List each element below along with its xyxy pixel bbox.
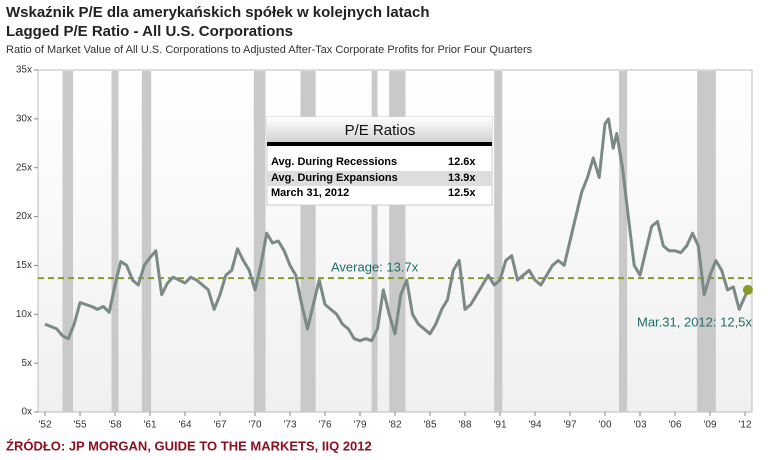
y-tick-label: 25x [16,162,32,173]
table-cell: 13.9x [448,172,476,184]
table-title: P/E Ratios [345,122,416,139]
subtitle: Lagged P/E Ratio - All U.S. Corporations [6,23,293,40]
x-tick-label: '70 [248,420,261,431]
table-cell: 12.5x [448,187,476,199]
recession-band [253,71,266,412]
x-tick-label: '67 [213,420,226,431]
x-tick-label: '73 [283,420,296,431]
end-point [742,284,753,295]
x-tick-label: '94 [528,420,541,431]
x-tick-label: '09 [703,420,716,431]
y-tick-label: 30x [16,113,32,124]
recession-band [371,71,378,412]
recession-band [697,71,716,412]
recession-band [62,71,73,412]
end-label: Mar.31, 2012: 12,5x [637,314,752,329]
y-tick-label: 15x [16,260,32,271]
x-tick-label: '79 [353,420,366,431]
table-header [267,117,492,144]
x-tick-label: '82 [388,420,401,431]
y-tick-label: 0x [21,407,32,418]
average-label: Average: 13.7x [331,259,419,274]
recession-band [141,71,152,412]
y-tick-label: 35x [16,65,32,76]
y-tick-label: 5x [21,358,32,369]
x-tick-label: '88 [458,420,471,431]
x-tick-label: '06 [668,420,681,431]
description: Ratio of Market Value of All U.S. Corpor… [6,44,533,56]
x-tick-label: '12 [738,420,751,431]
recession-band [619,71,628,412]
x-tick-label: '03 [633,420,646,431]
table-cell: Avg. During Expansions [271,172,398,184]
source: ŹRÓDŁO: JP MORGAN, GUIDE TO THE MARKETS,… [6,438,372,453]
title: Wskaźnik P/E dla amerykańskich spółek w … [6,4,430,21]
table-cell: 12.6x [448,156,476,168]
x-tick-label: '85 [423,420,436,431]
recession-band [111,71,119,412]
x-tick-label: '52 [38,420,51,431]
y-tick-label: 10x [16,309,32,320]
y-tick-label: 20x [16,211,32,222]
x-tick-label: '64 [178,420,191,431]
pe-line [44,117,750,343]
table: P/E Ratios Avg. During Recessions 12.6x … [266,116,493,206]
table-cell: March 31, 2012 [271,187,349,199]
x-tick-label: '91 [493,420,506,431]
recession-band [494,71,503,412]
x-tick-label: '61 [143,420,156,431]
x-tick-label: '55 [73,420,86,431]
table-row-bg [267,171,492,186]
x-tick-label: '00 [598,420,611,431]
x-tick-label: '97 [563,420,576,431]
x-tick-label: '76 [318,420,331,431]
x-tick-label: '58 [108,420,121,431]
table-cell: Avg. During Recessions [271,156,397,168]
